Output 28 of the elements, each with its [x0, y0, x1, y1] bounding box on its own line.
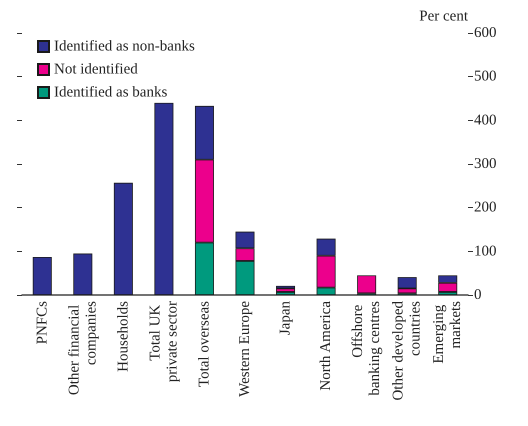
x-tick-label: Offshore banking centres	[350, 300, 384, 396]
x-tick-label: Western Europe	[237, 300, 253, 397]
x-tick-label: North America	[318, 300, 334, 391]
y-tick-label: 100	[474, 243, 496, 260]
x-tick-label: Households	[115, 300, 132, 372]
y-tick-label: 500	[474, 68, 496, 85]
x-tick-label: PNFCs	[34, 300, 50, 344]
bar	[114, 182, 133, 295]
bar	[154, 102, 174, 295]
y-tick-label: 400	[474, 112, 496, 128]
legend-label: Not identified	[54, 62, 138, 78]
y-tick-label: 200	[474, 200, 496, 216]
bar	[276, 292, 296, 295]
x-tick-label: Total UK private sector	[147, 301, 180, 382]
x-tick-label: Other financial companies	[66, 300, 100, 396]
x-tick-label: Japan	[278, 300, 294, 336]
legend-label: Identified as banks	[54, 84, 168, 100]
legend-label: Identified as non-banks	[54, 38, 195, 54]
x-tick-label: Total overseas	[196, 300, 212, 388]
bar	[32, 257, 52, 295]
y-tick-label: 0	[474, 287, 482, 303]
bar	[276, 288, 296, 292]
x-tick-label: Emerging markets	[431, 300, 464, 364]
bar	[357, 275, 376, 294]
y-axis-title: Per cent	[419, 8, 469, 24]
bar	[73, 254, 92, 295]
y-tick-label: 300	[474, 156, 496, 172]
y-tick-label: 600	[474, 25, 496, 41]
